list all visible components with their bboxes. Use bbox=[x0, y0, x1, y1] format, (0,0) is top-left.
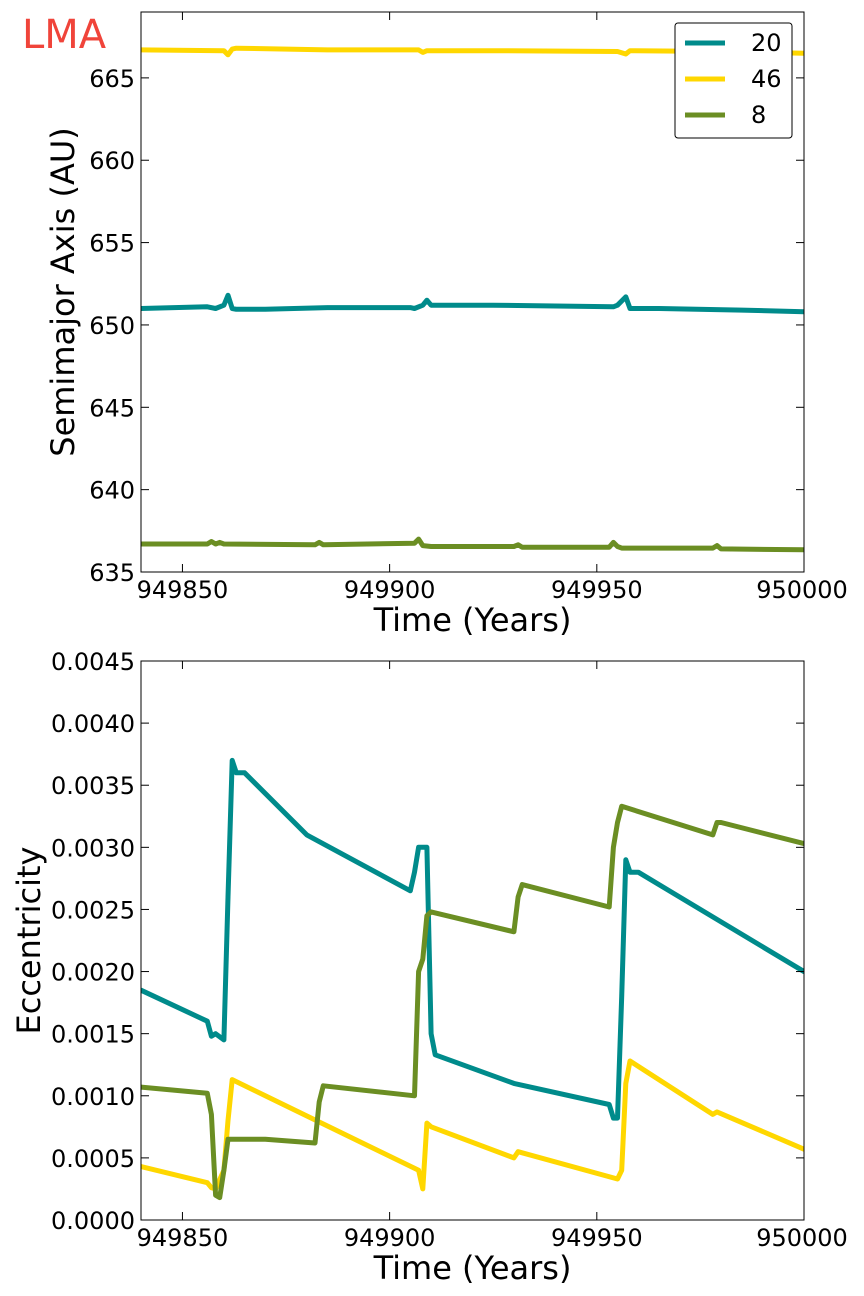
x-tick-label: 949850 bbox=[137, 1224, 229, 1252]
x-tick-label: 949900 bbox=[344, 576, 436, 604]
legend: 20 46 8 bbox=[674, 22, 793, 139]
legend-label: 20 bbox=[751, 29, 782, 57]
series-line-20 bbox=[141, 292, 804, 315]
y-tick-label: 0.0020 bbox=[51, 959, 135, 987]
y-tick-label: 0.0000 bbox=[51, 1207, 135, 1235]
x-tick-label: 950000 bbox=[756, 1224, 848, 1252]
y-tick-label: 660 bbox=[89, 147, 135, 175]
y-axis-label: Eccentricity bbox=[10, 847, 48, 1035]
series-lines bbox=[141, 45, 804, 553]
semimajor-axis-chart: 949850 949900 949950 950000 635 640 645 650 655 6… bbox=[44, 11, 848, 639]
y-tick-label: 0.0010 bbox=[51, 1083, 135, 1111]
plot-frame bbox=[140, 11, 805, 573]
y-tick-label: 0.0045 bbox=[51, 648, 135, 676]
series-line-8 bbox=[141, 536, 804, 553]
y-tick-label: 650 bbox=[89, 312, 135, 340]
y-tick-label: 635 bbox=[89, 559, 135, 587]
x-tick-label: 949950 bbox=[551, 1224, 643, 1252]
y-tick-label: 645 bbox=[89, 394, 135, 422]
y-axis-label: Semimajor Axis (AU) bbox=[44, 127, 82, 456]
legend-box bbox=[674, 22, 793, 139]
y-tick-label: 640 bbox=[89, 477, 135, 505]
x-tick-label: 949850 bbox=[137, 576, 229, 604]
y-tick-label: 655 bbox=[89, 230, 135, 258]
x-axis-label: Time (Years) bbox=[373, 1249, 572, 1287]
x-tick-label: 949900 bbox=[344, 1224, 436, 1252]
legend-label: 46 bbox=[751, 65, 782, 93]
y-tick-label: 0.0015 bbox=[51, 1021, 135, 1049]
x-axis-label: Time (Years) bbox=[373, 601, 572, 639]
y-tick-label: 0.0005 bbox=[51, 1145, 135, 1173]
legend-label: 8 bbox=[751, 101, 766, 129]
series-lines bbox=[141, 757, 804, 1201]
x-tick-label: 950000 bbox=[756, 576, 848, 604]
y-tick-label: 0.0030 bbox=[51, 834, 135, 862]
series-line-46 bbox=[141, 1058, 804, 1192]
eccentricity-chart: 949850 949900 949950 950000 0.0000 0.0005 0.00… bbox=[10, 648, 848, 1287]
series-line-46 bbox=[141, 45, 804, 58]
y-tick-label: 0.0035 bbox=[51, 772, 135, 800]
y-tick-label: 665 bbox=[89, 65, 135, 93]
x-tick-label: 949950 bbox=[551, 576, 643, 604]
series-line-20 bbox=[141, 757, 804, 1121]
corner-label: LMA bbox=[22, 12, 107, 58]
plot-frame bbox=[140, 660, 805, 1221]
y-tick-label: 0.0040 bbox=[51, 710, 135, 738]
series-line-8 bbox=[141, 803, 804, 1201]
y-tick-label: 0.0025 bbox=[51, 896, 135, 924]
